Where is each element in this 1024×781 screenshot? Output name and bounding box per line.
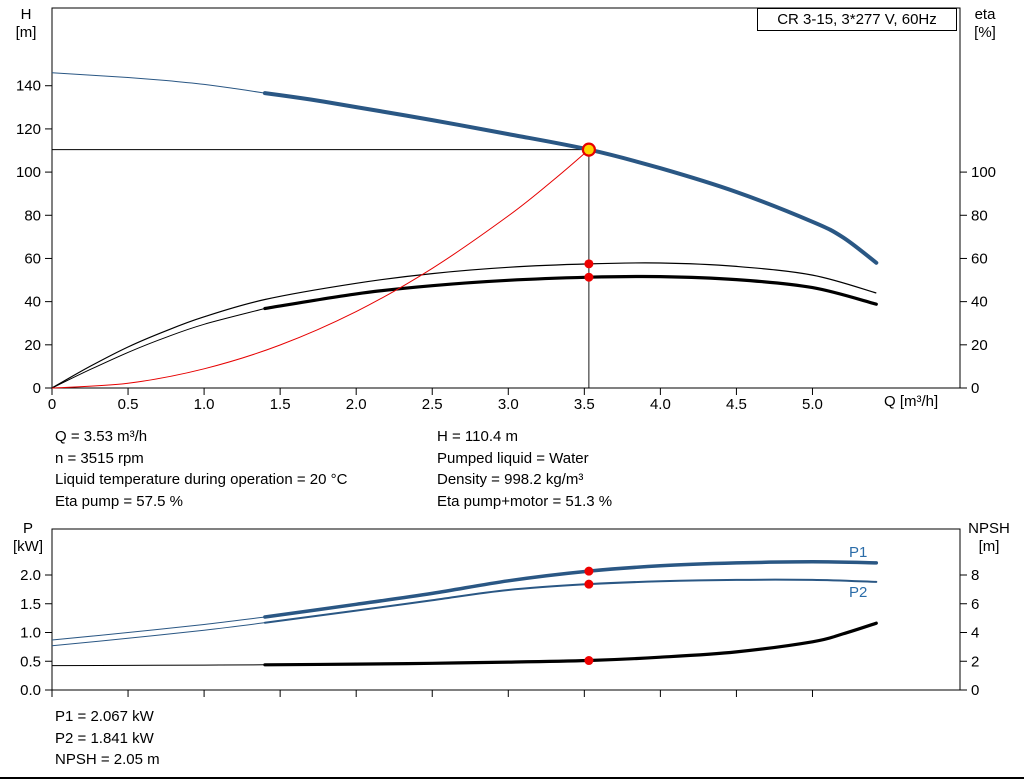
- eta-pump-motor-curve: [263, 274, 878, 311]
- npsh-curve-extended: [51, 664, 265, 667]
- p1-curve-extended: [51, 616, 265, 641]
- left-axis-tick-label: 1.0: [20, 625, 41, 642]
- left-axis-tick-label: 2.0: [20, 567, 41, 584]
- eta-pump-motor-curve-extended: [51, 308, 266, 389]
- liquid-readout: Pumped liquid = Water: [437, 449, 589, 467]
- x-axis-tick-label: 2.5: [422, 396, 443, 413]
- left-axis-tick-label: 60: [24, 250, 41, 267]
- chart-frame: [51, 7, 961, 389]
- head-axis-label: H [m]: [4, 6, 48, 42]
- p2-series-label: P2: [849, 584, 868, 601]
- x-axis-tick-label: 1.0: [194, 396, 215, 413]
- temperature-readout: Liquid temperature during operation = 20…: [55, 471, 348, 488]
- p1-curve: [263, 560, 879, 619]
- head-readout: H = 110.4 m: [437, 428, 519, 445]
- eta-pump-curve: [51, 262, 877, 389]
- x-axis-tick-label: 0.5: [118, 396, 139, 413]
- system-curve: [51, 149, 590, 389]
- x-axis-tick-label: 3.5: [574, 396, 595, 413]
- left-axis-tick-label: 100: [16, 164, 41, 181]
- left-axis-tick-label: 0.5: [20, 653, 41, 670]
- footer-rule: [0, 777, 1024, 779]
- x-axis-tick-label: 0: [48, 396, 56, 413]
- npsh-axis-unit: [m]: [978, 538, 1000, 555]
- p2-curve: [263, 578, 878, 624]
- eta-axis-label: eta [%]: [962, 6, 1008, 42]
- x-axis-tick-label: 5.0: [802, 396, 823, 413]
- right-axis-tick-label: 80: [971, 207, 988, 224]
- head-axis-unit: [m]: [15, 24, 37, 41]
- right-axis-tick-label: 20: [971, 337, 988, 354]
- left-axis-tick-label: 120: [16, 121, 41, 138]
- npsh-curve: [263, 621, 878, 667]
- p2-readout: P2 = 1.841 kW: [55, 729, 154, 747]
- npsh-readout: NPSH = 2.05 m: [55, 751, 160, 768]
- operating-data-left: Q = 3.53 m³/h n = 3515 rpm Liquid temper…: [55, 426, 347, 512]
- right-axis-tick-label: 100: [971, 164, 996, 181]
- operating-data-right: H = 110.4 m Pumped liquid = Water Densit…: [437, 426, 612, 512]
- right-axis-tick-label: 8: [971, 567, 979, 584]
- head-axis-symbol: H: [20, 6, 32, 23]
- right-axis-tick-label: 0: [971, 380, 979, 397]
- eta-axis-unit: [%]: [974, 24, 996, 41]
- speed-readout: n = 3515 rpm: [55, 449, 144, 467]
- eta-pump-readout: Eta pump = 57.5 %: [55, 492, 183, 510]
- eta-total-readout: Eta pump+motor = 51.3 %: [437, 492, 613, 510]
- left-axis-tick-label: 40: [24, 294, 41, 311]
- density-readout: Density = 998.2 kg/m³: [437, 471, 584, 488]
- left-axis-tick-label: 140: [16, 78, 41, 95]
- power-data-block: P1 = 2.067 kW P2 = 1.841 kW NPSH = 2.05 …: [55, 706, 160, 771]
- p1-point: [584, 566, 594, 576]
- duty-point-marker: [581, 142, 596, 157]
- npsh-axis-symbol: NPSH: [968, 520, 1010, 537]
- left-axis-tick-label: 0.0: [20, 682, 41, 699]
- head-curve: [262, 91, 879, 265]
- eta-pump-point: [584, 259, 594, 269]
- left-axis-tick-label: 80: [24, 207, 41, 224]
- npsh-axis-label: NPSH [m]: [960, 520, 1018, 556]
- npsh-point: [584, 656, 594, 666]
- x-axis-tick-label: 4.5: [726, 396, 747, 413]
- right-axis-tick-label: 4: [971, 625, 979, 642]
- p2-curve-extended: [51, 622, 265, 647]
- left-axis-tick-label: 1.5: [20, 596, 41, 613]
- power-axis-label: P [kW]: [4, 520, 52, 556]
- x-axis-tick-label: 3.0: [498, 396, 519, 413]
- left-axis-tick-label: 0: [33, 380, 41, 397]
- x-axis-tick-label: 2.0: [346, 396, 367, 413]
- chart-frame: [51, 528, 961, 691]
- left-axis-tick-label: 20: [24, 337, 41, 354]
- p1-readout: P1 = 2.067 kW: [55, 708, 154, 725]
- p1-series-label: P1: [849, 544, 868, 561]
- eta-pump-motor-point: [584, 272, 594, 282]
- right-axis-tick-label: 0: [971, 682, 979, 699]
- x-axis-tick-label: 4.0: [650, 396, 671, 413]
- right-axis-tick-label: 6: [971, 596, 979, 613]
- right-axis-tick-label: 60: [971, 250, 988, 267]
- flow-axis-label: Q [m³/h]: [884, 393, 939, 410]
- right-axis-tick-label: 40: [971, 294, 988, 311]
- flow-readout: Q = 3.53 m³/h: [55, 428, 148, 445]
- power-axis-symbol: P: [22, 520, 33, 537]
- pump-model-box: CR 3-15, 3*277 V, 60Hz: [757, 8, 957, 31]
- head-curve-extended: [51, 72, 265, 94]
- p2-point: [584, 579, 594, 589]
- power-axis-unit: [kW]: [13, 538, 43, 555]
- x-axis-tick-label: 1.5: [270, 396, 291, 413]
- eta-axis-symbol: eta: [974, 6, 996, 23]
- right-axis-tick-label: 2: [971, 653, 979, 670]
